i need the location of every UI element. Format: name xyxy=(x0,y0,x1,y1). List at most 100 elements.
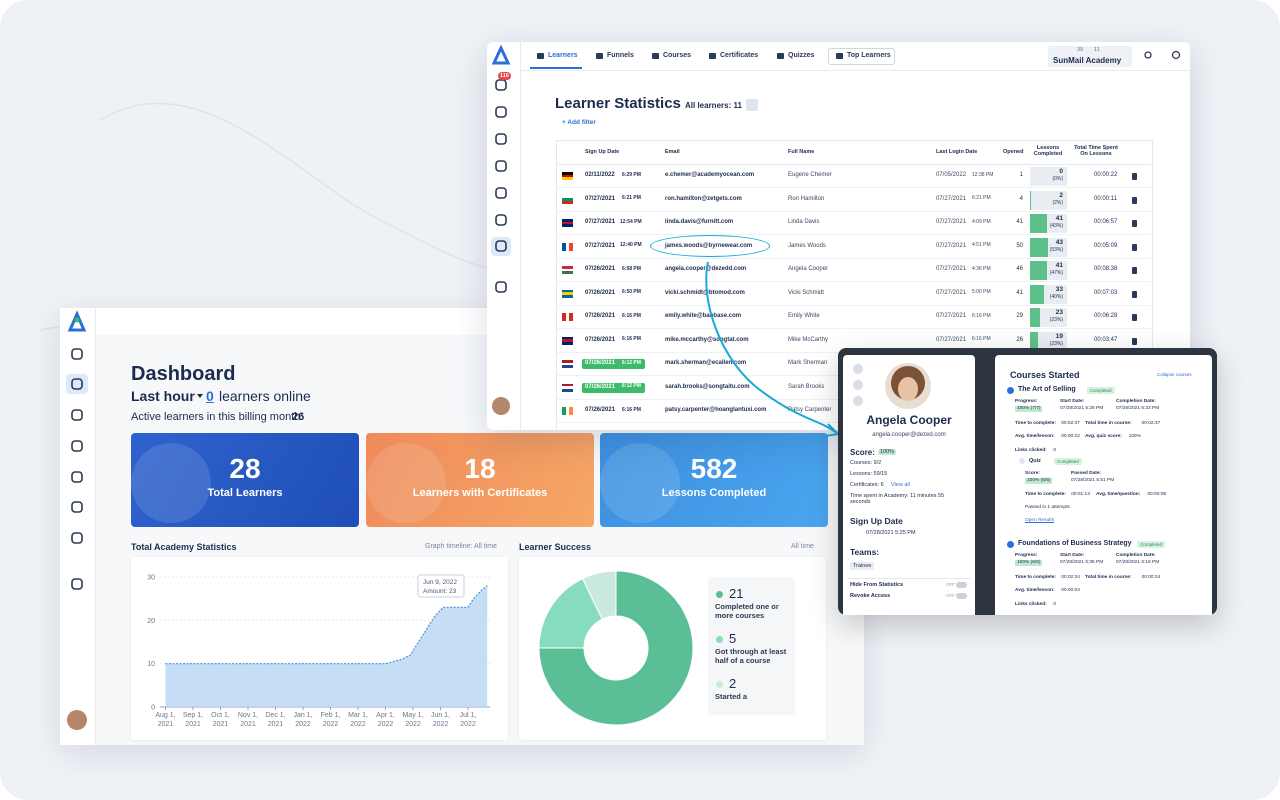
lessons-bar xyxy=(1030,237,1048,257)
lessons-value: 33 xyxy=(1055,285,1063,293)
collapse: Collapse courses xyxy=(1157,372,1192,377)
profile-time: Time spent in Academy: 11 minutes 55 sec… xyxy=(850,493,945,506)
full-name: Ron Hamilton xyxy=(788,195,825,202)
card-decor xyxy=(600,443,680,523)
nav-icon xyxy=(71,471,83,483)
online-count: 0 xyxy=(206,388,214,404)
tooltip-amount: Amount: 23 xyxy=(423,588,457,595)
x-tick-label: 2022 xyxy=(295,721,311,728)
quiz-name: Quiz xyxy=(1029,458,1041,464)
tab-icon xyxy=(537,53,544,59)
score: 100% xyxy=(878,449,897,456)
field-value: 100% (7/7) xyxy=(1015,406,1043,412)
tab: Certificates xyxy=(720,52,759,59)
row-line xyxy=(556,210,1151,212)
field-value: 00:02:24 xyxy=(1061,575,1080,580)
detail-icon xyxy=(1132,267,1137,274)
lessons-pct: (23%) xyxy=(1049,340,1063,347)
x-tick-label: 2022 xyxy=(323,721,339,728)
field-value: 00:02:37 xyxy=(1061,421,1080,426)
lessons-bar xyxy=(1030,214,1048,233)
active-value: 26 xyxy=(292,411,305,423)
lessons-pct: (23%) xyxy=(1049,317,1063,323)
nav-icon xyxy=(71,378,83,390)
toggle-label: Revoke Access xyxy=(850,593,891,599)
field-label: Time to complete: xyxy=(1015,421,1056,426)
signup-time: 6:21 PM xyxy=(622,195,641,201)
field-label: Total time in course: xyxy=(1085,575,1132,580)
nav-icon xyxy=(71,348,83,360)
lessons-value: 23 xyxy=(1055,309,1063,316)
profile-certificates: Certificates: 6 xyxy=(850,482,884,488)
flag xyxy=(562,336,573,345)
field-label: Start Date: xyxy=(1060,399,1085,404)
lessons-value: 41 xyxy=(1055,262,1063,269)
flag-stripe xyxy=(562,174,573,178)
flag-stripe xyxy=(569,407,574,415)
opened: 41 xyxy=(1016,289,1023,296)
field-label: Score: xyxy=(1025,471,1040,476)
online-label: learners online xyxy=(219,388,311,404)
field-label: Progress: xyxy=(1015,399,1038,404)
column-header: Sign Up Date xyxy=(585,149,620,155)
date-badge xyxy=(582,359,645,369)
x-tick-label: 2021 xyxy=(268,721,284,728)
full-name: James Woods xyxy=(788,242,826,249)
account-box xyxy=(1048,46,1132,67)
row-line xyxy=(556,187,1151,188)
flag-stripe xyxy=(562,383,573,387)
opened: 26 xyxy=(1016,336,1023,343)
flag-stripe xyxy=(562,407,566,415)
time-spent: 00:05:09 xyxy=(1094,242,1118,249)
flag-stripe xyxy=(569,242,574,251)
quiz-note: Passed in 1 attempts xyxy=(1025,505,1070,510)
detail-icon xyxy=(1132,243,1137,251)
opened: 29 xyxy=(1016,313,1023,319)
login-date: 07/27/2021 xyxy=(936,242,967,249)
legend-value: 21 xyxy=(729,586,744,601)
tab: Courses xyxy=(663,52,692,59)
signup-time: 6:58 PM xyxy=(622,265,641,272)
signup-time: 6:12 PM xyxy=(622,383,641,389)
status-pill: Completed xyxy=(1054,458,1082,466)
card-label: Lessons Completed xyxy=(661,487,767,499)
full-name: Vicki Schmidt xyxy=(788,289,824,296)
logo xyxy=(491,44,511,65)
detail-icon xyxy=(1132,196,1137,204)
team: Trainee xyxy=(850,562,875,571)
flag-stripe xyxy=(562,388,573,392)
nav-icon xyxy=(495,281,507,293)
x-tick-label: Dec 1, xyxy=(265,712,285,719)
nav-icon xyxy=(495,160,507,172)
nav-icon xyxy=(71,578,83,590)
stats-topbar xyxy=(520,70,1190,71)
signup-time: 6:16 PM xyxy=(622,406,641,413)
nav-icon xyxy=(495,214,507,226)
course-icon xyxy=(1007,541,1014,548)
x-tick-label: 2022 xyxy=(433,721,449,728)
field-value: 00:00:03 xyxy=(1061,588,1080,593)
x-tick-label: 2021 xyxy=(158,721,174,728)
area-line xyxy=(165,585,488,665)
column-header: Opened xyxy=(1003,149,1024,155)
social-icon xyxy=(853,396,863,406)
tab-icon xyxy=(596,53,603,59)
email: ron.hamilton@zetgets.com xyxy=(665,195,742,202)
field-value: 00:02:37 xyxy=(1141,421,1161,426)
toggle xyxy=(956,593,967,599)
column-header: Full Name xyxy=(788,149,815,155)
course-name: The Art of Selling xyxy=(1018,386,1076,393)
column-header: Lessons Completed xyxy=(1033,145,1063,158)
legend-dot xyxy=(716,681,723,688)
field-label: Avg. time/lesson: xyxy=(1015,434,1055,439)
detail-icon xyxy=(1132,290,1137,298)
y-tick-label: 10 xyxy=(147,661,155,668)
search-icon xyxy=(1144,51,1152,59)
legend-value: 2 xyxy=(729,676,737,691)
time-spent: 00:00:22 xyxy=(1094,172,1118,178)
login-date: 07/27/2021 xyxy=(936,266,967,272)
social-icon xyxy=(853,364,863,374)
status-pill: Completed xyxy=(1137,541,1165,549)
lessons-value: 19 xyxy=(1055,332,1063,340)
signup-date: 07/26/2021 xyxy=(585,360,616,366)
